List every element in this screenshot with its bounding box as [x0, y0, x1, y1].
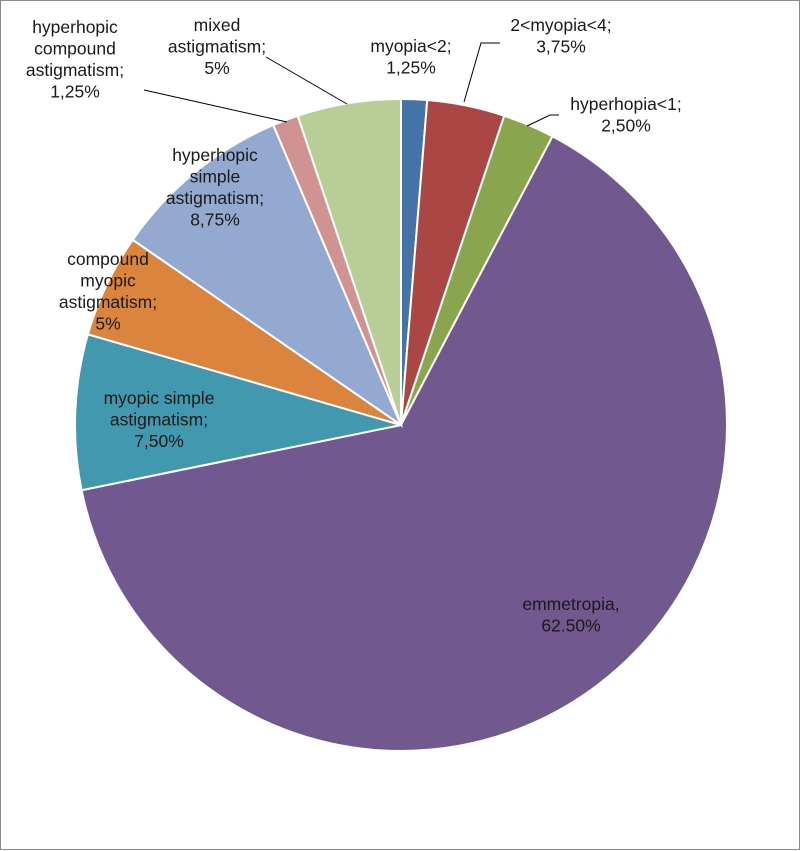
- data-label-line: 2<myopia<4;: [510, 15, 611, 35]
- pie-slice-hyperhopic-simple-astig: [131, 123, 404, 428]
- data-label-line: myopic: [80, 271, 136, 291]
- data-label-line: 3,75%: [536, 37, 586, 57]
- data-label-line: 8,75%: [190, 210, 240, 230]
- data-label-line: astigmatism;: [26, 60, 124, 80]
- slice-labels: myopia<2;1,25%2<myopia<4;3,75%hyperhopia…: [26, 15, 682, 636]
- data-label-line: myopic simple: [104, 388, 215, 408]
- data-label-line: compound: [67, 249, 149, 269]
- data-label-line: 62.50%: [541, 616, 600, 636]
- data-label-emmetropia: emmetropia,62.50%: [522, 594, 619, 636]
- data-label-line: mixed: [194, 15, 241, 35]
- data-label-line: astigmatism;: [168, 37, 266, 57]
- data-label-line: hyperhopia<1;: [570, 94, 681, 114]
- pie-slice-myopic-simple-astig: [74, 333, 402, 492]
- data-label-line: astigmatism;: [166, 188, 264, 208]
- leader-line-mixed-astig: [265, 56, 348, 105]
- data-label-line: hyperhopic: [32, 17, 118, 37]
- data-label-line: 1,25%: [386, 58, 436, 78]
- data-label-line: 5%: [204, 58, 229, 78]
- data-label-line: 1,25%: [50, 82, 100, 102]
- data-label-myopia-lt2: myopia<2;1,25%: [370, 36, 451, 78]
- leader-line-hyperhopia-lt1: [526, 114, 559, 127]
- leader-lines: [143, 42, 559, 127]
- leader-line-hyperhopic-compound-astig: [143, 89, 288, 123]
- data-label-line: astigmatism;: [59, 292, 157, 312]
- data-label-line: astigmatism;: [110, 410, 208, 430]
- data-label-line: simple: [190, 167, 241, 187]
- data-label-line: 7,50%: [134, 431, 184, 451]
- data-label-line: emmetropia,: [522, 594, 619, 614]
- data-label-line: compound: [34, 39, 116, 59]
- data-label-myopia-2-4: 2<myopia<4;3,75%: [510, 15, 611, 57]
- pie-slice-mixed-astig: [296, 97, 402, 426]
- data-label-line: 2,50%: [601, 116, 651, 136]
- data-label-line: hyperhopic: [172, 145, 258, 165]
- pie-slices: [74, 97, 728, 752]
- pie-slice-emmetropia: [80, 134, 728, 752]
- data-label-line: 5%: [95, 314, 120, 334]
- leader-line-myopia-2-4: [463, 42, 500, 103]
- data-label-hyperhopia-lt1: hyperhopia<1;2,50%: [570, 94, 681, 136]
- data-label-line: myopia<2;: [370, 36, 451, 56]
